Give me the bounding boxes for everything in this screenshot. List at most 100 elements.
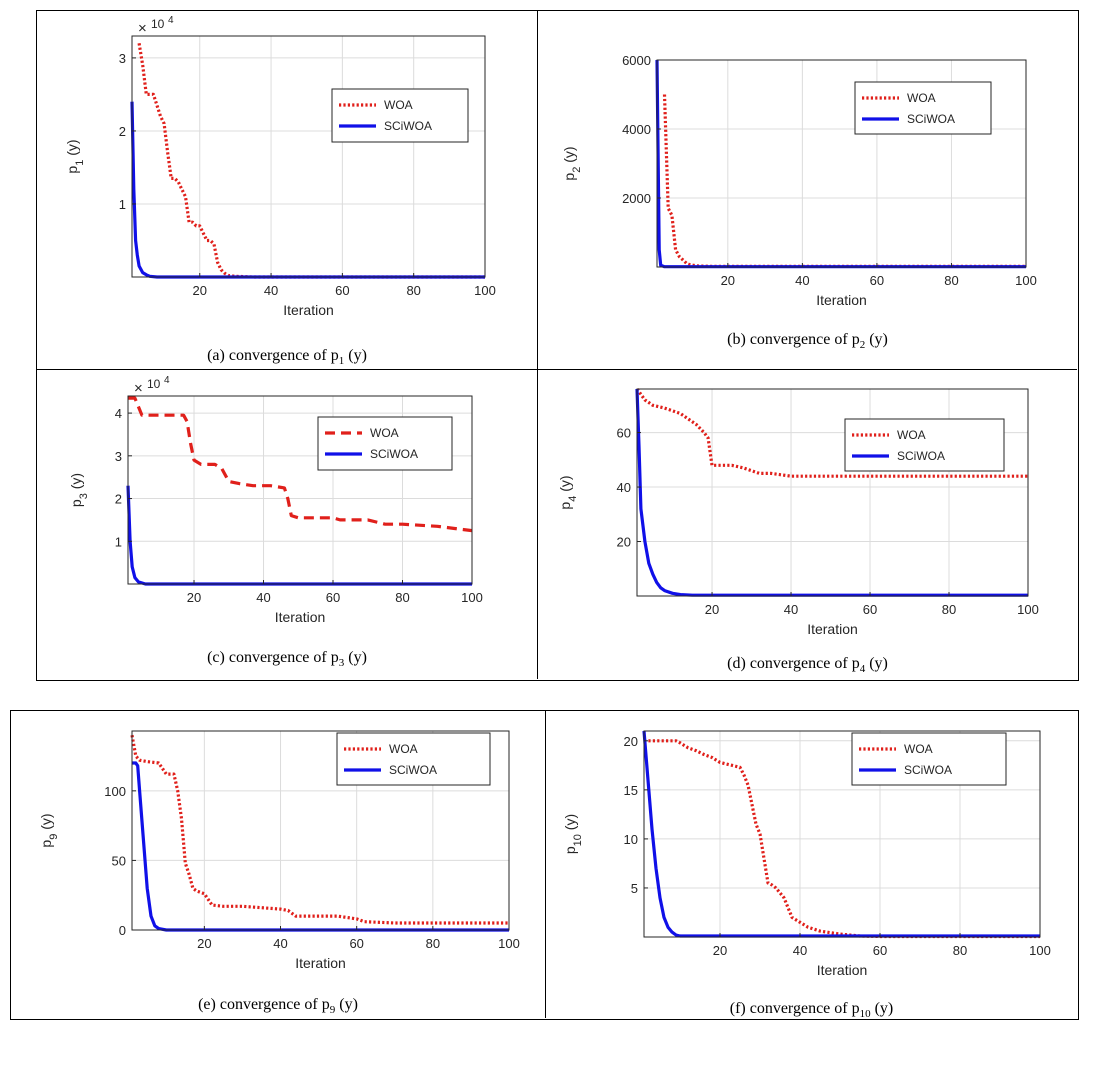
y-axis-label-sub: 1 — [74, 160, 86, 166]
chart-e: 20 40 60 80 100 0 50 100 Iteration p9 (y) WOA SCiWO… — [38, 730, 520, 971]
x-tick-label: 40 — [793, 943, 807, 958]
chart-b: 20 40 60 80 100 2000 4000 6000 Iteration p2 (y) WO… — [561, 53, 1037, 308]
caption-f: (f) convergence of p10 (y) — [729, 1000, 894, 1020]
series-line-sciwoa — [635, 388, 1028, 597]
x-tick-label: 40 — [264, 283, 278, 298]
y-axis-label: p9 (y) — [38, 813, 60, 847]
series-line-woa — [635, 388, 1028, 478]
y-tick-label: 20 — [617, 535, 631, 550]
x-tick-label: 40 — [273, 936, 287, 951]
legend-box — [851, 732, 1007, 786]
legend-box — [331, 88, 469, 143]
legend-label-woa: WOA — [370, 426, 399, 440]
y-axis-label-sub: 4 — [567, 496, 579, 502]
x-tick-label: 40 — [256, 590, 270, 605]
y-tick-label: 50 — [112, 853, 126, 868]
series-line-sciwoa — [642, 730, 1040, 938]
legend-box — [336, 732, 491, 786]
y-tick-label: 15 — [624, 783, 638, 798]
y-axis-label-main: p — [68, 499, 84, 507]
x-axis-label: Iteration — [295, 955, 346, 971]
x-axis-label: Iteration — [283, 302, 334, 318]
x-tick-label: 100 — [1017, 602, 1039, 617]
x-tick-label: 20 — [721, 273, 735, 288]
legend-label-woa: WOA — [904, 742, 933, 756]
legend-label-sciwoa: SCiWOA — [384, 119, 432, 133]
x-tick-label: 60 — [863, 602, 877, 617]
legend-label-woa: WOA — [897, 428, 926, 442]
x-tick-label: 20 — [705, 602, 719, 617]
y-axis-label-sub: 3 — [78, 493, 90, 499]
legend-label-woa: WOA — [384, 98, 413, 112]
legend-box — [317, 416, 453, 471]
legend-label-sciwoa: SCiWOA — [897, 449, 945, 463]
y-axis-label-suffix: (y) — [68, 473, 84, 493]
caption-e: (e) convergence of p9 (y) — [198, 996, 358, 1016]
axes-box — [131, 730, 510, 931]
x-tick-label: 60 — [870, 273, 884, 288]
y-axis-label-suffix: (y) — [562, 814, 578, 834]
y-tick-label: 2 — [119, 124, 126, 139]
panel-f: 20 40 60 80 100 5 10 15 20 Iteration p10 (y) WOA SCi… — [546, 711, 1077, 1020]
exponent-power: 4 — [164, 375, 170, 386]
y-tick-label: 60 — [617, 426, 631, 441]
axes-box — [131, 35, 486, 278]
y-axis-label-suffix: (y) — [561, 146, 577, 166]
series-line-woa — [644, 739, 1040, 939]
series-line-woa — [128, 396, 473, 533]
plot-area — [132, 36, 485, 277]
x-tick-label: 100 — [461, 590, 483, 605]
axes-box — [127, 395, 473, 585]
axes-box — [636, 388, 1029, 597]
x-tick-label: 100 — [1015, 273, 1037, 288]
legend-label-sciwoa: SCiWOA — [907, 112, 955, 126]
legend-box — [844, 418, 1005, 472]
y-axis-label-main: p — [557, 502, 573, 510]
x-tick-label: 20 — [197, 936, 211, 951]
y-axis-label: p3 (y) — [68, 473, 90, 507]
legend-label-sciwoa: SCiWOA — [904, 763, 952, 777]
y-tick-label: 6000 — [622, 53, 651, 68]
y-axis-label: p1 (y) — [64, 139, 86, 173]
x-tick-label: 40 — [784, 602, 798, 617]
y-axis-label-suffix: (y) — [38, 813, 54, 833]
y-tick-label: 2 — [115, 492, 122, 507]
y-axis-label-main: p — [38, 840, 54, 848]
exponent-times: × — [134, 380, 143, 397]
y-tick-label: 1 — [115, 534, 122, 549]
legend-box — [854, 81, 992, 135]
exponent-base: 10 — [151, 17, 165, 31]
caption-b: (b) convergence of p2 (y) — [727, 331, 888, 351]
chart-d: 20 40 60 80 100 20 40 60 Iteration p4 (y) WOA SCiWO… — [557, 388, 1039, 637]
x-tick-label: 60 — [335, 283, 349, 298]
x-tick-label: 80 — [942, 602, 956, 617]
axes-box — [656, 59, 1027, 268]
x-tick-label: 20 — [713, 943, 727, 958]
x-tick-label: 80 — [944, 273, 958, 288]
panel-b: 20 40 60 80 100 2000 4000 6000 Iteration p2 (y) WO… — [538, 11, 1077, 370]
x-tick-label: 20 — [187, 590, 201, 605]
y-axis-label: p4 (y) — [557, 475, 579, 509]
x-tick-label: 100 — [1029, 943, 1051, 958]
x-tick-label: 60 — [349, 936, 363, 951]
x-tick-label: 20 — [193, 283, 207, 298]
y-tick-label: 20 — [624, 734, 638, 749]
caption-c: (c) convergence of p3 (y) — [207, 649, 367, 669]
x-tick-label: 100 — [474, 283, 496, 298]
x-axis-label: Iteration — [275, 609, 326, 625]
series-line-woa — [137, 43, 485, 279]
legend-label-woa: WOA — [907, 91, 936, 105]
x-tick-label: 80 — [406, 283, 420, 298]
legend-label-woa: WOA — [389, 742, 418, 756]
x-tick-label: 80 — [953, 943, 967, 958]
y-axis-label: p2 (y) — [561, 146, 583, 180]
y-axis-label-main: p — [562, 846, 578, 854]
x-tick-label: 80 — [426, 936, 440, 951]
y-axis-label-suffix: (y) — [557, 475, 573, 495]
x-tick-label: 100 — [498, 936, 520, 951]
y-axis-label-suffix: (y) — [64, 139, 80, 159]
y-tick-label: 5 — [631, 881, 638, 896]
y-axis-label-main: p — [64, 166, 80, 174]
